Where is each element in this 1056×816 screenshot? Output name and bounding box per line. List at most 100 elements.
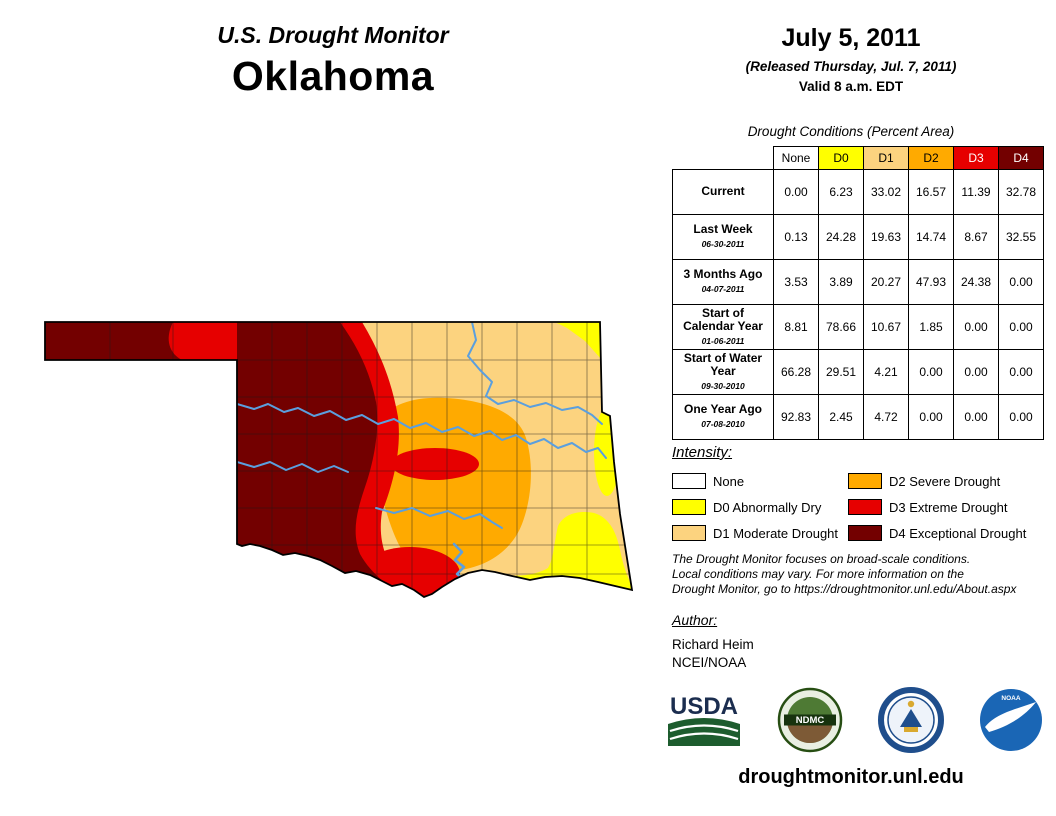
noaa-logo-text: NOAA [1001, 695, 1020, 702]
row-sublabel: 09-30-2010 [701, 380, 745, 391]
legend-label: D1 Moderate Drought [713, 525, 839, 541]
table-cell: 0.13 [773, 214, 819, 260]
table-cell: 92.83 [773, 394, 819, 440]
row-label: Start of Calendar Year 01-06-2011 [672, 304, 774, 350]
row-label-text: Start of Water Year [683, 350, 763, 378]
d2-region [374, 397, 531, 571]
legend-label: D2 Severe Drought [889, 473, 1001, 489]
table-cell: 0.00 [998, 304, 1044, 350]
row-sublabel: 04-07-2011 [701, 284, 745, 294]
row-label-text: Last Week [693, 222, 753, 236]
date-block: July 5, 2011 (Released Thursday, Jul. 7,… [668, 24, 1034, 94]
d3-panhandle-region [168, 322, 237, 360]
table-row: Start of Calendar Year 01-06-2011 8.81 78… [672, 304, 1044, 350]
map-date: July 5, 2011 [781, 24, 921, 52]
state-title: Oklahoma [231, 53, 435, 99]
row-label-text: 3 Months Ago [683, 267, 763, 281]
table-cell: 24.28 [818, 214, 864, 260]
none-swatch [672, 473, 706, 489]
table-cell: 8.81 [773, 304, 819, 350]
row-label: One Year Ago 07-08-2010 [672, 394, 774, 440]
column-header-d3: D3 [953, 146, 999, 170]
table-title: Drought Conditions (Percent Area) [747, 124, 955, 139]
disclaimer-line: Local conditions may vary. For more info… [672, 567, 964, 581]
table-cell: 0.00 [908, 349, 954, 395]
disclaimer: The Drought Monitor focuses on broad-sca… [672, 552, 1052, 597]
legend-label: D0 Abnormally Dry [713, 499, 822, 515]
rivers [236, 322, 607, 597]
legend-label: D3 Extreme Drought [889, 499, 1008, 515]
table-cell: 4.72 [863, 394, 909, 440]
table-header-row: None D0 D1 D2 D3 D4 [673, 146, 1044, 170]
legend-item-d1: D1 Moderate Drought [672, 520, 848, 546]
table-cell: 1.85 [908, 304, 954, 350]
table-corner-cell [673, 147, 774, 170]
table-cell: 66.28 [773, 349, 819, 395]
d2-swatch [848, 473, 882, 489]
table-cell: 20.27 [863, 259, 909, 305]
table-cell: 10.67 [863, 304, 909, 350]
table-cell: 33.02 [863, 169, 909, 215]
table-cell: 0.00 [953, 349, 999, 395]
table-cell: 16.57 [908, 169, 954, 215]
row-label: Current [672, 169, 774, 215]
legend-item-d4: D4 Exceptional Drought [848, 520, 1040, 546]
table-cell: 6.23 [818, 169, 864, 215]
table-cell: 32.78 [998, 169, 1044, 215]
table-cell: 0.00 [998, 259, 1044, 305]
author-org: NCEI/NOAA [672, 655, 747, 670]
legend-item-none: None [672, 468, 848, 494]
table-cell: 4.21 [863, 349, 909, 395]
d0-swatch [672, 499, 706, 515]
table-cell: 32.55 [998, 214, 1044, 260]
table-row: Last Week 06-30-2011 0.13 24.28 19.63 14.… [672, 214, 1044, 260]
table-cell: 2.45 [818, 394, 864, 440]
legend-item-d2: D2 Severe Drought [848, 468, 1040, 494]
title-block: U.S. Drought Monitor Oklahoma [113, 22, 553, 100]
legend-label: D4 Exceptional Drought [889, 525, 1027, 541]
state-outline [44, 321, 634, 599]
column-header-d1: D1 [863, 146, 909, 170]
oklahoma-drought-map [44, 321, 634, 599]
column-header-d2: D2 [908, 146, 954, 170]
doc-logo [877, 686, 945, 754]
legend: None D0 Abnormally Dry D1 Moderate Droug… [672, 468, 1040, 546]
disclaimer-line: The Drought Monitor focuses on broad-sca… [672, 552, 971, 566]
table-cell: 0.00 [998, 349, 1044, 395]
author-name: Richard Heim [672, 637, 754, 652]
d1-swatch [672, 525, 706, 541]
table-cell: 0.00 [953, 304, 999, 350]
table-cell: 0.00 [908, 394, 954, 440]
d4-swatch [848, 525, 882, 541]
drought-conditions-table: None D0 D1 D2 D3 D4 Current 0.00 6.23 33… [672, 146, 1044, 440]
legend-item-d0: D0 Abnormally Dry [672, 494, 848, 520]
valid-time: Valid 8 a.m. EDT [798, 79, 904, 94]
column-header-d4: D4 [998, 146, 1044, 170]
county-lines [109, 322, 632, 597]
table-cell: 0.00 [998, 394, 1044, 440]
author-heading: Author: [672, 612, 718, 628]
d4-region [45, 322, 399, 597]
table-cell: 19.63 [863, 214, 909, 260]
page-title: U.S. Drought Monitor [217, 22, 449, 48]
ndmc-logo: NDMC [777, 687, 843, 753]
table-row: Start of Water Year 09-30-2010 66.28 29.5… [672, 349, 1044, 395]
table-cell: 3.89 [818, 259, 864, 305]
legend-title: Intensity: [672, 444, 733, 461]
row-label-text: Current [701, 183, 745, 198]
column-header-d0: D0 [818, 146, 864, 170]
column-header-none: None [773, 146, 819, 170]
row-label-text: Start of Calendar Year [683, 305, 763, 333]
row-sublabel: 07-08-2010 [701, 419, 745, 429]
usda-logo: USDA [664, 688, 744, 752]
row-label: Last Week 06-30-2011 [672, 214, 774, 260]
d3-swatch [848, 499, 882, 515]
table-cell: 11.39 [953, 169, 999, 215]
row-label: 3 Months Ago 04-07-2011 [672, 259, 774, 305]
legend-item-d3: D3 Extreme Drought [848, 494, 1040, 520]
table-row: Current 0.00 6.23 33.02 16.57 11.39 32.7… [672, 169, 1044, 215]
table-cell: 0.00 [773, 169, 819, 215]
table-cell: 14.74 [908, 214, 954, 260]
table-row: 3 Months Ago 04-07-2011 3.53 3.89 20.27 4… [672, 259, 1044, 305]
